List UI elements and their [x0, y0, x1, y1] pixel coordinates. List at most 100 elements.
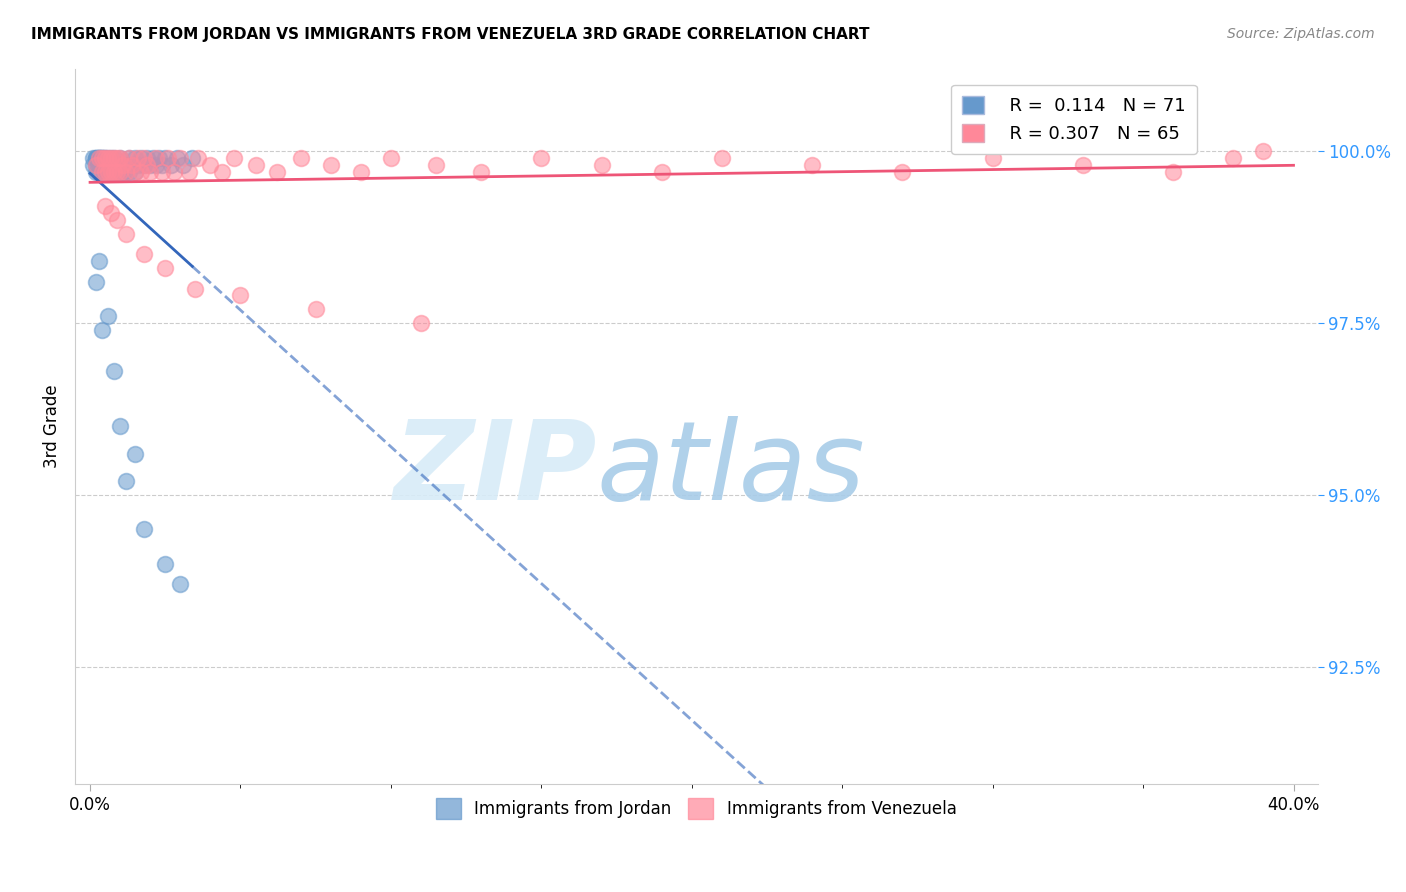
Point [150, 164, 173, 178]
Point [105, 164, 128, 178]
Point [184, 282, 207, 296]
Point [108, 164, 131, 178]
Point [91, 164, 114, 178]
Point [651, 164, 673, 178]
Point [105, 164, 128, 178]
Point [470, 164, 492, 178]
Point [319, 158, 342, 172]
Point [94, 151, 117, 165]
Point [87, 164, 110, 178]
Point [981, 151, 1004, 165]
Point [100, 164, 122, 178]
Point [172, 158, 194, 172]
Point [105, 158, 128, 172]
Point [1253, 144, 1275, 158]
Point [94, 199, 117, 213]
Point [163, 164, 186, 178]
Point [97, 151, 120, 165]
Point [91, 164, 114, 178]
Point [266, 164, 288, 178]
Point [100, 206, 122, 220]
Point [91, 323, 114, 337]
Point [87, 254, 110, 268]
Point [118, 151, 141, 165]
Point [115, 164, 138, 178]
Point [148, 151, 170, 165]
Point [134, 151, 156, 165]
Point [108, 419, 131, 434]
Point [115, 164, 138, 178]
Point [108, 158, 131, 172]
Point [97, 151, 120, 165]
Point [710, 151, 733, 165]
Point [115, 158, 138, 172]
Point [103, 158, 125, 172]
Point [103, 151, 125, 165]
Point [124, 164, 146, 178]
Point [229, 288, 252, 302]
Point [380, 151, 402, 165]
Point [87, 151, 110, 165]
Point [127, 151, 149, 165]
Point [145, 158, 167, 172]
Point [112, 158, 135, 172]
Point [134, 158, 156, 172]
Point [84, 151, 107, 165]
Point [124, 164, 146, 178]
Point [425, 158, 447, 172]
Point [91, 151, 114, 165]
Point [124, 447, 146, 461]
Point [127, 158, 149, 172]
Point [121, 158, 143, 172]
Point [105, 151, 128, 165]
Point [112, 158, 135, 172]
Point [129, 151, 152, 165]
Point [134, 247, 156, 261]
Point [409, 316, 432, 330]
Text: IMMIGRANTS FROM JORDAN VS IMMIGRANTS FROM VENEZUELA 3RD GRADE CORRELATION CHART: IMMIGRANTS FROM JORDAN VS IMMIGRANTS FRO… [31, 27, 869, 42]
Point [84, 275, 107, 289]
Point [97, 158, 120, 172]
Point [155, 151, 177, 165]
Point [211, 164, 233, 178]
Point [91, 151, 114, 165]
Point [129, 164, 152, 178]
Point [1161, 164, 1184, 178]
Point [155, 557, 177, 571]
Point [87, 158, 110, 172]
Point [82, 151, 104, 165]
Point [245, 158, 267, 172]
Point [145, 151, 167, 165]
Point [87, 151, 110, 165]
Point [108, 164, 131, 178]
Point [124, 151, 146, 165]
Point [139, 164, 162, 178]
Point [100, 158, 122, 172]
Point [91, 151, 114, 165]
Point [103, 164, 125, 178]
Point [160, 158, 183, 172]
Point [115, 227, 138, 241]
Point [1071, 158, 1094, 172]
Point [118, 164, 141, 178]
Point [91, 151, 114, 165]
Point [100, 151, 122, 165]
Point [108, 151, 131, 165]
Point [97, 164, 120, 178]
Point [591, 158, 613, 172]
Point [801, 158, 824, 172]
Point [169, 151, 191, 165]
Point [305, 302, 328, 317]
Point [94, 151, 117, 165]
Point [187, 151, 209, 165]
Point [139, 158, 162, 172]
Point [134, 522, 156, 536]
Point [155, 260, 177, 275]
Point [84, 158, 107, 172]
Point [118, 151, 141, 165]
Point [94, 164, 117, 178]
Point [142, 151, 165, 165]
Point [150, 158, 173, 172]
Point [530, 151, 553, 165]
Point [157, 151, 180, 165]
